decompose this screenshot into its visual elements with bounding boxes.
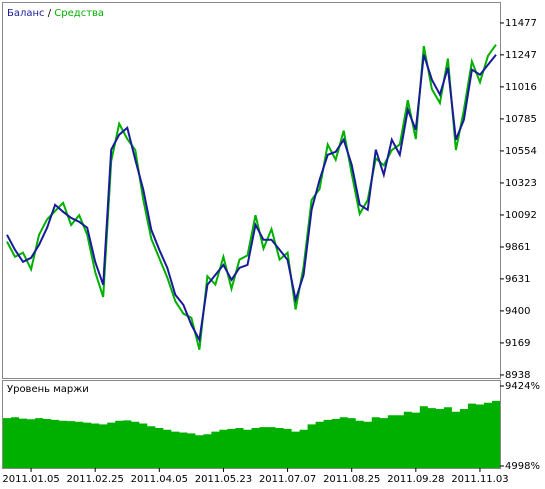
y-tick-label: 9169 <box>505 338 530 349</box>
y-tick-label: 11477 <box>505 18 537 29</box>
y-tick-label: 9424% <box>505 381 540 392</box>
x-tick-label: 2011.04.05 <box>131 474 188 485</box>
x-tick-label: 2011.11.03 <box>451 474 508 485</box>
y-tick-label: 8938 <box>505 370 530 381</box>
x-tick-label: 2011.09.28 <box>387 474 444 485</box>
x-tick-label: 2011.08.25 <box>323 474 380 485</box>
legend-title: Уровень маржи <box>7 384 89 395</box>
y-tick-label: 10092 <box>505 210 537 221</box>
y-tick-label: 10785 <box>505 114 537 125</box>
legend: Баланс / Средства <box>7 8 104 19</box>
y-tick-label: 9400 <box>505 306 530 317</box>
legend-separator: / <box>48 8 52 19</box>
series-line <box>6 54 497 344</box>
x-tick-label: 2011.05.23 <box>195 474 252 485</box>
y-tick-label: 9631 <box>505 274 530 285</box>
y-tick-label: 9861 <box>505 242 530 253</box>
y-tick-label: 4998% <box>505 461 540 472</box>
y-tick-label: 10554 <box>505 146 537 157</box>
y-tick-label: 10323 <box>505 178 537 189</box>
y-tick-label: 11016 <box>505 82 537 93</box>
main-panel <box>2 2 501 379</box>
x-tick-label: 2011.01.05 <box>2 474 59 485</box>
margin-area <box>3 400 500 468</box>
legend-entry: Средства <box>54 8 104 19</box>
legend-entry: Баланс <box>7 8 45 19</box>
x-tick-label: 2011.07.07 <box>259 474 316 485</box>
y-tick-label: 11247 <box>505 50 537 61</box>
series-line <box>6 44 497 350</box>
x-tick-label: 2011.02.25 <box>67 474 124 485</box>
